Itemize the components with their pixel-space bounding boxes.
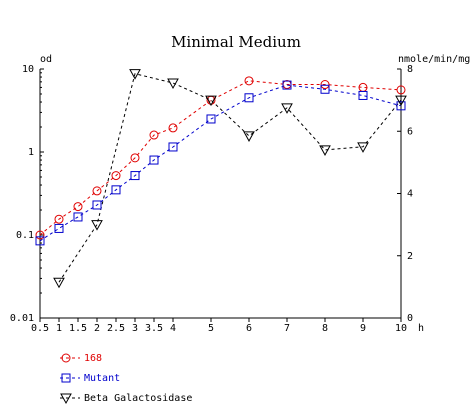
- x-tick-label-2: 1.5: [69, 323, 87, 334]
- series-1-point-1: [54, 223, 64, 233]
- legend-label-1: Mutant: [84, 373, 120, 384]
- left-tick-label-0: 0.01: [10, 313, 34, 324]
- series-2-point-3: [167, 78, 179, 90]
- legend-marker-1: [61, 373, 71, 383]
- right-tick-label-1: 2: [407, 251, 413, 262]
- series-line-0: [39, 80, 402, 236]
- series-1-point-12: [358, 90, 368, 100]
- x-tick-label-5: 3: [132, 323, 138, 334]
- legend: 168 Mutant Beta Galactosidase: [60, 353, 192, 405]
- x-tick-label-7: 4: [170, 323, 176, 334]
- x-tick-label-11: 8: [322, 323, 328, 334]
- x-tick-label-12: 9: [360, 323, 366, 334]
- x-tick-label-4: 2.5: [107, 323, 125, 334]
- left-tick-label-3: 10: [22, 64, 34, 75]
- right-tick-label-0: 0: [407, 313, 413, 324]
- legend-marker-2: [60, 393, 72, 405]
- series-1-point-0: [35, 236, 45, 246]
- x-tick-label-13: 10: [395, 323, 407, 334]
- series-2-point-6: [281, 103, 293, 114]
- series-2-point-0: [53, 277, 65, 289]
- series-1-point-8: [206, 114, 216, 124]
- legend-label-0: 168: [84, 353, 102, 364]
- right-tick-label-2: 4: [407, 189, 413, 200]
- series-0-point-6: [149, 130, 159, 140]
- series-1-point-10: [282, 80, 292, 90]
- series-0-point-1: [54, 214, 64, 224]
- series-0-point-2: [73, 202, 83, 212]
- chart-title: Minimal Medium: [171, 33, 301, 51]
- series-0-point-3: [92, 186, 102, 196]
- x-tick-label-3: 2: [94, 323, 100, 334]
- series-1-point-13: [396, 101, 406, 111]
- series-2-point-1: [91, 220, 103, 231]
- x-tick-label-0: 0.5: [31, 323, 49, 334]
- legend-label-2: Beta Galactosidase: [84, 393, 192, 404]
- series-line-2: [58, 73, 402, 283]
- series-0-point-13: [396, 85, 406, 95]
- left-tick-label-1: 0.1: [16, 230, 34, 241]
- right-axis-label: nmole/min/mg: [398, 54, 470, 65]
- series-0-point-11: [320, 80, 330, 90]
- series-1-point-4: [111, 185, 121, 195]
- series-line-1: [39, 84, 402, 242]
- series-2-point-4: [205, 95, 217, 107]
- series-markers: [35, 69, 407, 289]
- legend-marker-0: [61, 353, 71, 363]
- series-0-point-7: [168, 123, 178, 133]
- series-2-point-5: [243, 131, 255, 142]
- series-1-point-11: [320, 84, 330, 94]
- right-tick-label-4: 8: [407, 64, 413, 75]
- left-tick-label-2: 1: [28, 147, 34, 158]
- series-2-point-7: [319, 145, 331, 156]
- series-lines: [39, 73, 402, 283]
- series-1-point-9: [244, 93, 254, 103]
- x-tick-label-1: 1: [56, 323, 62, 334]
- series-0-point-4: [111, 171, 121, 181]
- series-1-point-2: [73, 212, 83, 222]
- series-1-point-6: [149, 155, 159, 165]
- x-tick-label-8: 5: [208, 323, 214, 334]
- right-tick-label-3: 6: [407, 126, 413, 137]
- x-tick-label-9: 6: [246, 323, 252, 334]
- x-tick-label-6: 3.5: [145, 323, 163, 334]
- x-tick-label-10: 7: [284, 323, 290, 334]
- series-1-point-7: [168, 142, 178, 152]
- left-axis-label: od: [40, 54, 52, 65]
- x-axis-label: h: [418, 323, 424, 334]
- series-2-point-2: [129, 69, 141, 80]
- series-1-point-5: [130, 171, 140, 181]
- series-0-point-0: [35, 230, 45, 240]
- series-0-point-5: [130, 153, 140, 163]
- series-2-point-8: [357, 142, 369, 153]
- series-2-point-9: [395, 95, 407, 107]
- series-1-point-3: [92, 200, 102, 210]
- series-0-point-9: [244, 76, 254, 86]
